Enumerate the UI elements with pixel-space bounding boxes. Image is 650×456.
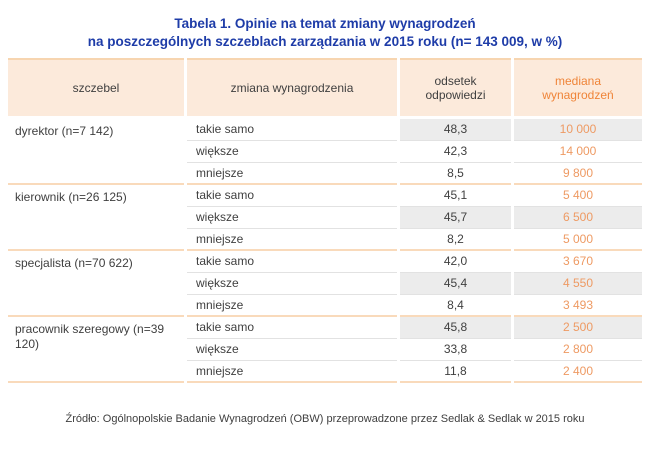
change-cell: mniejsze [187, 295, 397, 317]
column-header-label: mediana wynagrodzeń [542, 74, 614, 102]
level-label: pracownik szeregowy (n=39 120) [8, 317, 184, 383]
table-title-line1: Tabela 1. Opinie na temat zmiany wynagro… [174, 16, 476, 31]
change-cell: takie samo [187, 317, 397, 339]
change-cell: takie samo [187, 251, 397, 273]
median-cell: 9 800 [514, 163, 642, 185]
percent-cell: 33,8 [400, 339, 511, 361]
level-label: specjalista (n=70 622) [8, 251, 184, 317]
column-header-zmiana-wynagrodzenia: zmiana wynagrodzenia [187, 58, 397, 116]
column-header-label: zmiana wynagrodzenia [230, 81, 354, 95]
median-cell: 2 800 [514, 339, 642, 361]
percent-cell: 48,3 [400, 119, 511, 141]
level-label: dyrektor (n=7 142) [8, 119, 184, 185]
percent-cell: 11,8 [400, 361, 511, 383]
column-header-label: odsetek odpowiedzi [425, 74, 486, 102]
median-cell: 14 000 [514, 141, 642, 163]
change-cell: większe [187, 339, 397, 361]
change-cell: większe [187, 141, 397, 163]
level-label: kierownik (n=26 125) [8, 185, 184, 251]
column-header-szczebel: szczebel [8, 58, 184, 116]
table-header-row: szczebel zmiana wynagrodzenia odsetek od… [8, 58, 642, 116]
percent-cell: 45,4 [400, 273, 511, 295]
change-cell: takie samo [187, 185, 397, 207]
table-title: Tabela 1. Opinie na temat zmiany wynagro… [0, 0, 650, 51]
change-cell: większe [187, 273, 397, 295]
median-cell: 3 493 [514, 295, 642, 317]
column-header-label: szczebel [72, 81, 120, 95]
median-cell: 3 670 [514, 251, 642, 273]
median-cell: 2 500 [514, 317, 642, 339]
percent-cell: 45,7 [400, 207, 511, 229]
table-group: dyrektor (n=7 142) takie samo 48,3 10 000 w… [8, 119, 642, 185]
change-cell: mniejsze [187, 229, 397, 251]
table-title-line2: na poszczególnych szczeblach zarządzania… [87, 34, 563, 49]
column-header-mediana-wynagrodzen: mediana wynagrodzeń [514, 58, 642, 116]
percent-cell: 8,5 [400, 163, 511, 185]
percent-cell: 42,3 [400, 141, 511, 163]
column-header-odsetek-odpowiedzi: odsetek odpowiedzi [400, 58, 511, 116]
table-group: specjalista (n=70 622) takie samo 42,0 3 6… [8, 251, 642, 317]
change-cell: mniejsze [187, 361, 397, 383]
median-cell: 5 400 [514, 185, 642, 207]
percent-cell: 45,8 [400, 317, 511, 339]
median-cell: 5 000 [514, 229, 642, 251]
median-cell: 10 000 [514, 119, 642, 141]
percent-cell: 8,2 [400, 229, 511, 251]
median-cell: 2 400 [514, 361, 642, 383]
salary-table: szczebel zmiana wynagrodzenia odsetek od… [8, 58, 642, 383]
source-note: Źródło: Ogólnopolskie Badanie Wynagrodze… [65, 413, 585, 425]
change-cell: mniejsze [187, 163, 397, 185]
table-body: dyrektor (n=7 142) takie samo 48,3 10 000 w… [8, 119, 642, 383]
median-cell: 6 500 [514, 207, 642, 229]
percent-cell: 8,4 [400, 295, 511, 317]
table-group: kierownik (n=26 125) takie samo 45,1 5 400… [8, 185, 642, 251]
change-cell: większe [187, 207, 397, 229]
percent-cell: 45,1 [400, 185, 511, 207]
change-cell: takie samo [187, 119, 397, 141]
table-group: pracownik szeregowy (n=39 120) takie sam… [8, 317, 642, 383]
percent-cell: 42,0 [400, 251, 511, 273]
median-cell: 4 550 [514, 273, 642, 295]
